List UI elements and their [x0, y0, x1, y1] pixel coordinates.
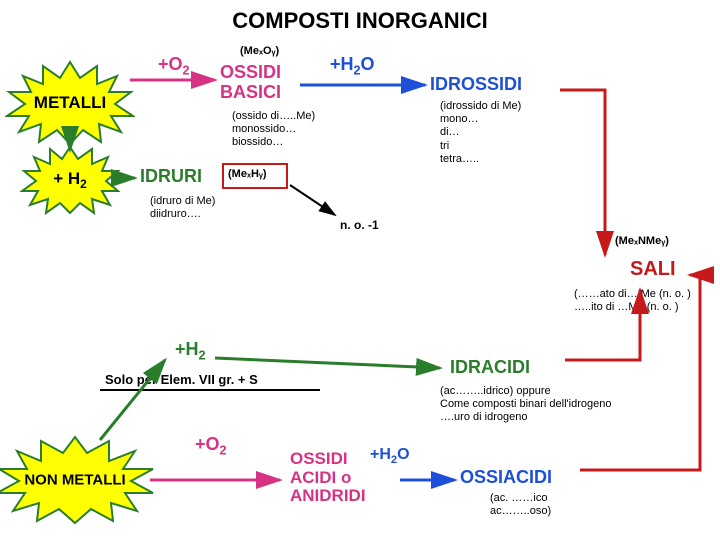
o2-top: +O2 — [158, 55, 190, 78]
note-ossido-l2: monossido… — [232, 123, 315, 136]
note-ossiacidi-l1: (ac. ……ico — [490, 492, 551, 505]
idruri: IDRURI — [140, 167, 202, 187]
o2-bottom: +O2 — [195, 435, 227, 458]
note-idrossido-l4: tri — [440, 140, 521, 153]
note-idracidi-l3: ….uro di idrogeno — [440, 411, 611, 424]
h2-mid: +H2 — [175, 340, 206, 363]
o2-bottom-text: +O — [195, 434, 220, 454]
ossidi-basici-l1: OSSIDI — [220, 63, 281, 83]
note-idruro-l1: (idruro di Me) — [150, 195, 215, 208]
note-idrossido-l2: mono… — [440, 113, 521, 126]
note-sali: (……ato di… Me (n. o. ) …..ito di …Me (n.… — [574, 288, 691, 314]
note-ossido: (ossido di…..Me) monossido… biossido… — [232, 110, 315, 150]
o2-top-sub: 2 — [183, 64, 190, 78]
note-idracidi: (ac……..idrico) oppure Come composti bina… — [440, 385, 611, 425]
h2o-bottom-t2: O — [397, 446, 409, 463]
page-title: COMPOSTI INORGANICI — [0, 8, 720, 34]
metalli-label: METALLI — [34, 93, 106, 113]
note-sali-l1: (……ato di… Me (n. o. ) — [574, 288, 691, 301]
note-idrossido-l5: tetra….. — [440, 153, 521, 166]
h2-label: + H2 — [53, 169, 87, 191]
h2-label-sub: 2 — [80, 177, 87, 191]
note-ossido-l3: biossido… — [232, 136, 315, 149]
h2o-top: +H2O — [330, 55, 375, 78]
note-idrossido-l3: di… — [440, 126, 521, 139]
h2o-top-sub: 2 — [354, 64, 361, 78]
idrossidi: IDROSSIDI — [430, 75, 522, 95]
ossidi-acidi: OSSIDI +H2O ACIDI o ANIDRIDI — [290, 450, 366, 506]
starburst-nonmetalli: NON METALLI — [0, 435, 155, 525]
o2-bottom-sub: 2 — [220, 444, 227, 458]
ossidi-acidi-l1: OSSIDI — [290, 449, 348, 468]
sali: SALI — [630, 258, 676, 280]
note-idruro-l2: diidruro…. — [150, 208, 215, 221]
formula-ossidi-basici: (MeₓOᵧ) — [240, 45, 279, 58]
starburst-h2: + H2 — [20, 145, 120, 215]
ossidi-basici-l2: BASICI — [220, 83, 281, 103]
h2o-top-t1: +H — [330, 54, 354, 74]
h2o-top-t2: O — [361, 54, 375, 74]
note-idracidi-l2: Come composti binari dell'idrogeno — [440, 398, 611, 411]
note-idracidi-l1: (ac……..idrico) oppure — [440, 385, 611, 398]
note-ossiacidi-l2: ac……..oso) — [490, 505, 551, 518]
ossidi-acidi-l3: ANIDRIDI — [290, 487, 366, 506]
note-ossido-l1: (ossido di…..Me) — [232, 110, 315, 123]
ossidi-basici: OSSIDI BASICI — [220, 63, 281, 103]
nonmetalli-label: NON METALLI — [24, 472, 125, 489]
formula-idruri: (MeₓHᵧ) — [228, 168, 267, 181]
h2-mid-text: +H — [175, 339, 199, 359]
no-neg1: n. o. -1 — [340, 218, 379, 232]
starburst-metalli: METALLI — [5, 60, 135, 145]
formula-sali: (MeₓNMeᵧ) — [615, 235, 669, 248]
h2o-bottom-t1: +H — [370, 446, 391, 463]
note-sali-l2: …..ito di …Me (n. o. ) — [574, 301, 691, 314]
solo-per: Solo per Elem. VII gr. + S — [105, 372, 258, 387]
ossiacidi: OSSIACIDI — [460, 468, 552, 488]
note-idrossido-l1: (idrossido di Me) — [440, 100, 521, 113]
ossidi-acidi-l2: ACIDI o — [290, 469, 366, 488]
h2-mid-sub: 2 — [199, 349, 206, 363]
idracidi: IDRACIDI — [450, 358, 530, 378]
h2-label-text: + H — [53, 169, 80, 188]
h2o-bottom: +H2O — [370, 446, 410, 467]
o2-top-text: +O — [158, 54, 183, 74]
note-ossiacidi: (ac. ……ico ac……..oso) — [490, 492, 551, 518]
note-idrossido: (idrossido di Me) mono… di… tri tetra….. — [440, 100, 521, 166]
note-idruro: (idruro di Me) diidruro…. — [150, 195, 215, 221]
